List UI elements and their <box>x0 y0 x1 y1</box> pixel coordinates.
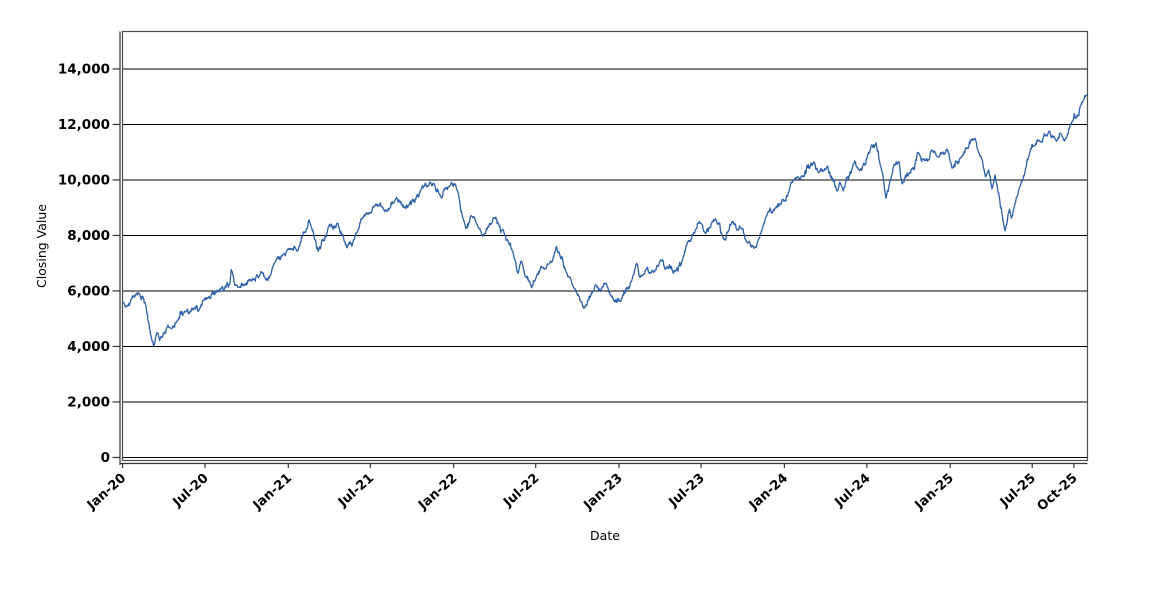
x-tick-label: Jan-25 <box>912 471 957 514</box>
y-tick-label: 4,000 <box>67 339 110 355</box>
y-tick-label: 2,000 <box>67 395 110 411</box>
x-tick-label: Jul-24 <box>832 471 874 511</box>
y-tick-label: 0 <box>101 450 110 466</box>
x-tick-label: Jul-23 <box>666 471 708 511</box>
x-tick-label: Jan-20 <box>84 471 129 514</box>
grid-layer <box>122 68 1088 458</box>
x-tick-label: Jul-20 <box>170 471 212 511</box>
x-tick-label: Jan-21 <box>250 471 295 514</box>
x-tick-label: Jan-22 <box>415 471 460 514</box>
y-axis-title: Closing Value <box>34 204 49 288</box>
y-tick-label: 8,000 <box>67 228 110 244</box>
y-tick-label: 12,000 <box>58 117 110 133</box>
axis-layer: 0 2,000 4,000 6,000 8,000 10,000 12,000 14,000 J… <box>58 30 1089 515</box>
y-tick-label: 14,000 <box>58 62 110 78</box>
series-line <box>121 94 1088 347</box>
x-axis-title: Date <box>590 528 620 543</box>
x-tick-label: Oct-25 <box>1035 471 1081 515</box>
x-tick-label: Jul-25 <box>997 471 1039 511</box>
y-tick-label: 6,000 <box>67 284 110 300</box>
series-layer <box>121 94 1088 347</box>
y-tick-label: 10,000 <box>58 173 110 189</box>
x-tick-label: Jul-21 <box>335 471 377 511</box>
x-tick-label: Jul-22 <box>500 471 542 511</box>
plot-border <box>121 30 1089 462</box>
x-tick-label: Jan-23 <box>580 471 625 514</box>
x-tick-label: Jan-24 <box>746 471 791 514</box>
